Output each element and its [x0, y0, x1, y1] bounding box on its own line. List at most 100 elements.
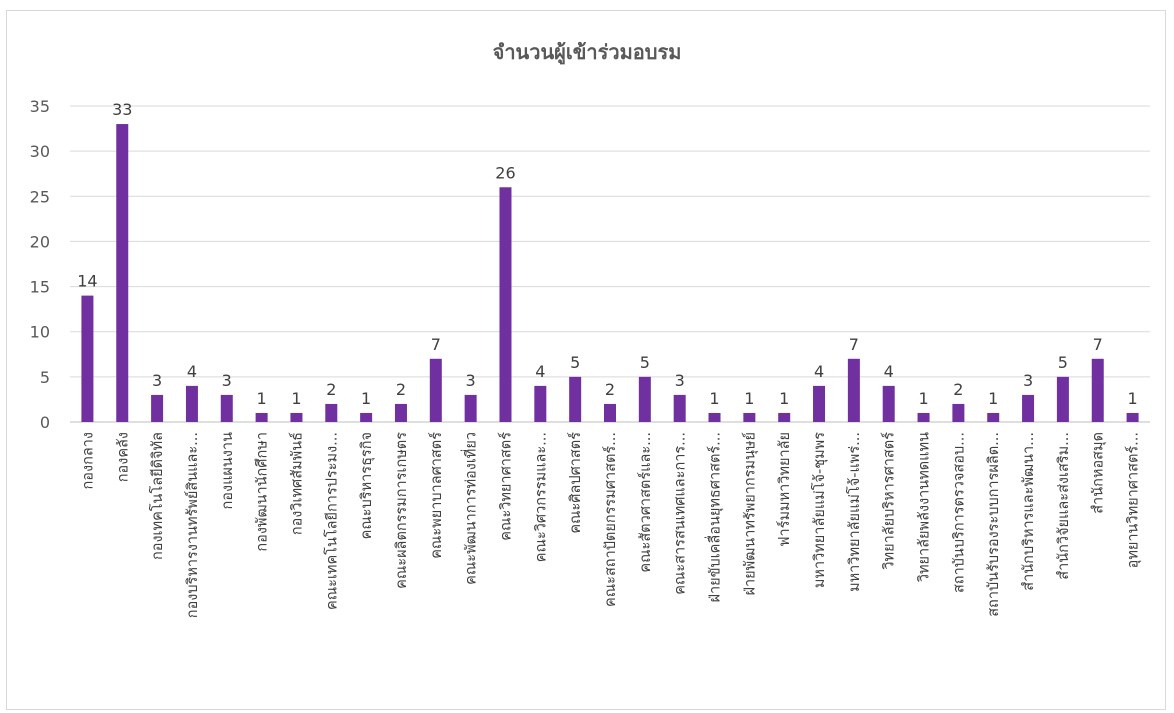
data-label: 1	[988, 389, 998, 408]
data-label: 14	[77, 272, 97, 291]
bar	[220, 394, 233, 422]
bar	[290, 412, 303, 422]
bar	[116, 124, 129, 423]
category-label: คณะสารสนเทศและการ...	[673, 432, 689, 595]
data-label: 5	[570, 353, 580, 372]
data-label: 2	[396, 380, 406, 399]
category-label: คณะวิศวกรรมและ...	[533, 432, 549, 562]
category-label: วิทยาลัยบริหารศาสตร์	[881, 432, 898, 570]
bar	[325, 403, 338, 422]
bar	[1056, 376, 1069, 422]
y-tick-label: 15	[30, 278, 50, 297]
y-tick-label: 0	[40, 413, 50, 432]
bar	[847, 358, 860, 422]
y-tick-label: 20	[30, 232, 50, 251]
y-tick-label: 35	[30, 97, 50, 116]
bar	[360, 412, 373, 422]
chart-frame	[6, 10, 1166, 710]
category-label: กองวิเทศสัมพันธ์	[288, 432, 305, 535]
bar	[394, 403, 407, 422]
data-label: 2	[326, 380, 336, 399]
data-label: 7	[849, 335, 859, 354]
bar	[255, 412, 268, 422]
bar	[673, 394, 686, 422]
data-label: 7	[431, 335, 441, 354]
category-label: คณะวิทยาศาสตร์	[497, 432, 514, 541]
category-label: สถาบันบริการตรวจสอบ...	[951, 432, 967, 593]
category-label: คณะเทคโนโลยีการประมง...	[322, 432, 340, 610]
data-label: 1	[361, 389, 371, 408]
data-label: 3	[675, 371, 685, 390]
chart-title: จำนวนผู้เข้าร่วมอบรม	[492, 40, 682, 64]
category-label: คณะสถาปัตยกรรมศาสตร์...	[602, 432, 619, 607]
category-label: กองบริหารงานทรัพย์สินและ...	[184, 432, 201, 618]
data-label: 1	[291, 389, 301, 408]
data-label: 4	[814, 362, 824, 381]
category-label: คณะสัตวศาสตร์และ...	[637, 432, 654, 573]
data-label: 1	[709, 389, 719, 408]
data-label: 1	[257, 389, 267, 408]
data-label: 26	[495, 163, 515, 182]
category-label: ฝ่ายขับเคลื่อนยุทธศาสตร์...	[705, 432, 724, 603]
data-label: 1	[779, 389, 789, 408]
data-label: 3	[1023, 371, 1033, 390]
category-label: อุทยานวิทยาศาสตร์...	[1125, 432, 1142, 568]
bar	[952, 403, 965, 422]
category-label: สถาบันรับรองระบบการผลิต...	[986, 432, 1002, 617]
category-label: กองแผนงาน	[220, 432, 236, 510]
bar	[1091, 358, 1104, 422]
data-label: 33	[112, 100, 132, 119]
category-label: สำนักบริหารและพัฒนา...	[1021, 432, 1037, 591]
bar	[81, 295, 94, 422]
data-label: 3	[152, 371, 162, 390]
bar	[604, 403, 616, 422]
bar	[464, 394, 477, 422]
bar	[708, 412, 721, 422]
bar	[813, 385, 826, 422]
bar	[185, 385, 198, 422]
bar	[917, 412, 930, 422]
bar	[778, 412, 791, 422]
bar	[743, 412, 756, 422]
category-label: วิทยาลัยพลังงานทดแทน	[917, 432, 933, 582]
bar	[499, 187, 512, 422]
category-label: สำนักหอสมุด	[1091, 432, 1107, 514]
data-label: 7	[1093, 335, 1103, 354]
data-label: 1	[1127, 389, 1137, 408]
data-label: 3	[466, 371, 476, 390]
bar	[882, 385, 895, 422]
data-label: 2	[605, 380, 615, 399]
data-label: 5	[640, 353, 650, 372]
data-label: 4	[884, 362, 894, 381]
y-tick-label: 5	[40, 368, 50, 387]
data-label: 2	[953, 380, 963, 399]
bar	[569, 376, 582, 422]
data-label: 5	[1058, 353, 1068, 372]
category-label: คณะผลิตกรรมการเกษตร	[394, 432, 410, 589]
y-tick-label: 10	[30, 323, 50, 342]
category-label: คณะบริหารธุรกิจ	[359, 432, 375, 539]
bar	[1022, 394, 1035, 422]
data-label: 1	[918, 389, 928, 408]
data-label: 1	[744, 389, 754, 408]
y-tick-label: 25	[30, 187, 50, 206]
y-tick-label: 30	[30, 142, 50, 161]
category-label: ฝ่ายพัฒนาทรัพยากรมนุษย์	[741, 432, 758, 595]
category-label: กองกลาง	[80, 432, 96, 489]
category-label: คณะศิลปศาสตร์	[567, 432, 584, 534]
bar	[534, 385, 547, 422]
category-label: คณะพยาบาลศาสตร์	[428, 432, 445, 559]
bar	[429, 358, 442, 422]
data-label: 3	[222, 371, 232, 390]
bar	[987, 412, 1000, 422]
category-label: ฟาร์มมหาวิทยาลัย	[776, 432, 793, 547]
category-label: กองพัฒนานักศึกษา	[255, 432, 271, 552]
category-label: มหาวิทยาลัยแม่โจ้-แพร่...	[845, 432, 863, 592]
bar	[151, 394, 164, 422]
category-label: กองคลัง	[115, 432, 131, 482]
bar	[638, 376, 651, 422]
category-label: กองเทคโนโลยีดิจิทัล	[148, 432, 166, 560]
category-label: สำนักวิจัยและส่งเสริม...	[1056, 432, 1072, 580]
data-label: 4	[187, 362, 197, 381]
